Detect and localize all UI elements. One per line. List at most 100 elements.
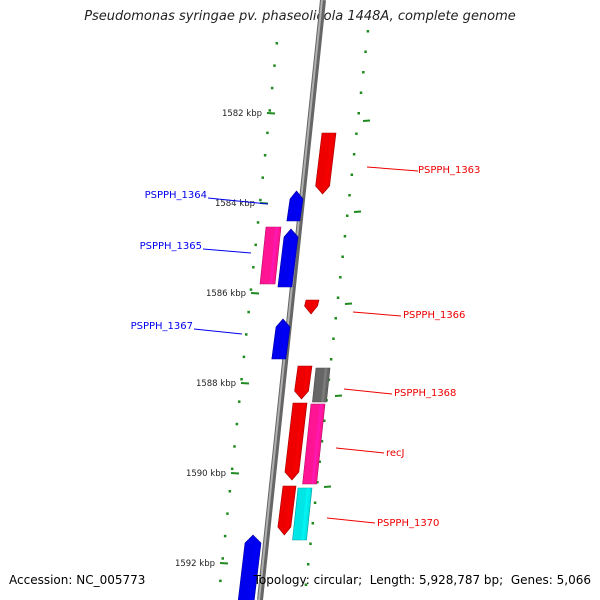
inner-tick-dot (266, 131, 269, 135)
outer-tick-dot (355, 132, 358, 135)
callout-leader-line (193, 328, 243, 335)
inner-tick-dot (242, 355, 246, 359)
inner-tick-dot (259, 198, 262, 202)
gene-label[interactable]: PSPPH_1367 (131, 321, 193, 332)
gene-PSPPH_1363[interactable] (315, 132, 337, 195)
gene-PSPPH_1366[interactable] (304, 299, 320, 315)
feature-cyan[interactable] (292, 487, 313, 541)
scale-label: 1586 kbp (206, 289, 246, 299)
scale-label: 1590 kbp (186, 469, 226, 479)
outer-tick-dot (306, 563, 310, 566)
inner-tick-dot (270, 86, 274, 90)
inner-tick-dot (263, 154, 267, 157)
scale-label: 1582 kbp (222, 109, 262, 119)
outer-tick-dot (357, 112, 360, 115)
inner-tick-dot (240, 378, 243, 381)
callout-leader-line (202, 248, 252, 254)
gene-label[interactable]: PSPPH_1365 (140, 241, 202, 252)
inner-major-tick (250, 292, 260, 295)
feature-track (237, 132, 337, 600)
outer-tick-dot (364, 50, 367, 53)
topology-value: circular (313, 573, 359, 587)
accession-label: Accession: (9, 573, 73, 587)
length-label: Length: (369, 573, 416, 587)
outer-tick-dot (339, 276, 342, 279)
outer-tick-dot (316, 481, 319, 484)
inner-major-tick (219, 562, 229, 565)
outer-tick-dot (350, 173, 354, 176)
feature-blue-bottom[interactable] (237, 534, 262, 600)
feature-magenta-outer[interactable] (302, 403, 326, 485)
inner-tick-dot (249, 288, 253, 291)
inner-tick-dot (275, 42, 279, 45)
outer-tick-dot (323, 419, 326, 422)
callout-PSPPH_1365[interactable]: PSPPH_1365 (140, 241, 252, 254)
callout-PSPPH_1364[interactable]: PSPPH_1364 (145, 190, 269, 205)
inner-tick-dot (219, 579, 222, 583)
callout-leader-line (343, 388, 393, 395)
inner-tick-dot (221, 557, 224, 560)
gene-PSPPH_1368[interactable] (294, 365, 313, 400)
outer-major-tick (362, 119, 371, 122)
outer-major-tick (323, 485, 332, 488)
gene-PSPPH_1365[interactable] (277, 228, 299, 288)
outer-tick-dot (311, 522, 315, 525)
gene-label[interactable]: PSPPH_1363 (418, 165, 480, 176)
callout-PSPPH_1363[interactable]: PSPPH_1363 (366, 165, 480, 176)
callout-PSPPH_1370[interactable]: PSPPH_1370 (326, 517, 439, 529)
gene-label[interactable]: PSPPH_1368 (394, 388, 456, 399)
outer-tick-dot (336, 296, 340, 299)
inner-tick-dot (230, 467, 234, 471)
backbone-highlight (258, 0, 323, 600)
callout-leader-line (207, 197, 269, 205)
feature-magenta-inner[interactable] (259, 226, 282, 285)
gene-label[interactable]: PSPPH_1364 (145, 190, 207, 201)
callout-PSPPH_1366[interactable]: PSPPH_1366 (352, 310, 465, 321)
outer-tick-dot (304, 583, 308, 586)
outer-major-tick (344, 302, 353, 305)
callout-PSPPH_1368[interactable]: PSPPH_1368 (343, 388, 456, 399)
outer-tick-dot (318, 460, 321, 463)
inner-tick-dot (247, 310, 250, 314)
inner-major-tick (266, 112, 276, 115)
map-title: Pseudomonas syringae pv. phaseolicola 14… (84, 9, 516, 24)
summary-footer: Topology: circular; Length: 5,928,787 bp… (253, 573, 591, 587)
topology-label: Topology: (253, 573, 310, 587)
gene-PSPPH_1364[interactable] (286, 190, 304, 222)
gene-recJ[interactable] (284, 402, 308, 481)
inner-tick-dot (261, 176, 264, 179)
outer-tick-dot (348, 194, 351, 197)
inner-major-tick (240, 382, 250, 385)
outer-tick-dot (359, 91, 363, 94)
outer-major-tick (334, 394, 343, 397)
inner-tick-dot (252, 266, 255, 269)
gene-label[interactable]: PSPPH_1366 (403, 310, 465, 321)
inner-tick-dot (237, 400, 241, 403)
inner-tick-dot (268, 109, 272, 112)
inner-major-tick (230, 472, 240, 475)
feature-gray[interactable] (312, 367, 331, 403)
inner-tick-dot (223, 534, 227, 538)
gene-label[interactable]: recJ (386, 448, 405, 459)
outer-tick-dot (329, 358, 333, 361)
outer-tick-dot (352, 153, 356, 156)
outer-tick-dot (343, 235, 347, 238)
callout-PSPPH_1367[interactable]: PSPPH_1367 (131, 321, 243, 335)
genome-backbone (257, 0, 326, 600)
gene-label[interactable]: PSPPH_1370 (377, 518, 439, 529)
outer-tick-dot (334, 317, 337, 320)
scale-label: 1592 kbp (175, 559, 215, 569)
callout-recJ[interactable]: recJ (335, 447, 405, 459)
gene-PSPPH_1367[interactable] (271, 318, 291, 360)
callout-leader-line (326, 517, 376, 524)
inner-tick-dot (254, 243, 257, 247)
callout-leader-line (366, 166, 419, 172)
outer-tick-dot (313, 501, 317, 504)
inner-tick-dot (228, 490, 232, 493)
outer-tick-dot (341, 255, 344, 258)
callout-leader-line (335, 447, 385, 454)
scale-label: 1588 kbp (196, 379, 236, 389)
inner-tick-dot (233, 445, 236, 448)
gene-PSPPH_1370[interactable] (277, 485, 297, 536)
